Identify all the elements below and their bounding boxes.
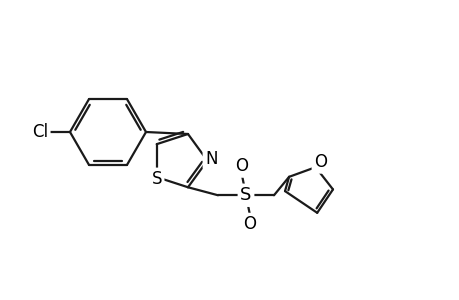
Text: O: O xyxy=(243,215,256,233)
Text: N: N xyxy=(205,150,217,168)
Text: S: S xyxy=(151,170,162,188)
Text: S: S xyxy=(240,186,251,204)
Text: O: O xyxy=(235,157,248,175)
Text: O: O xyxy=(313,153,326,171)
Text: Cl: Cl xyxy=(32,123,48,141)
